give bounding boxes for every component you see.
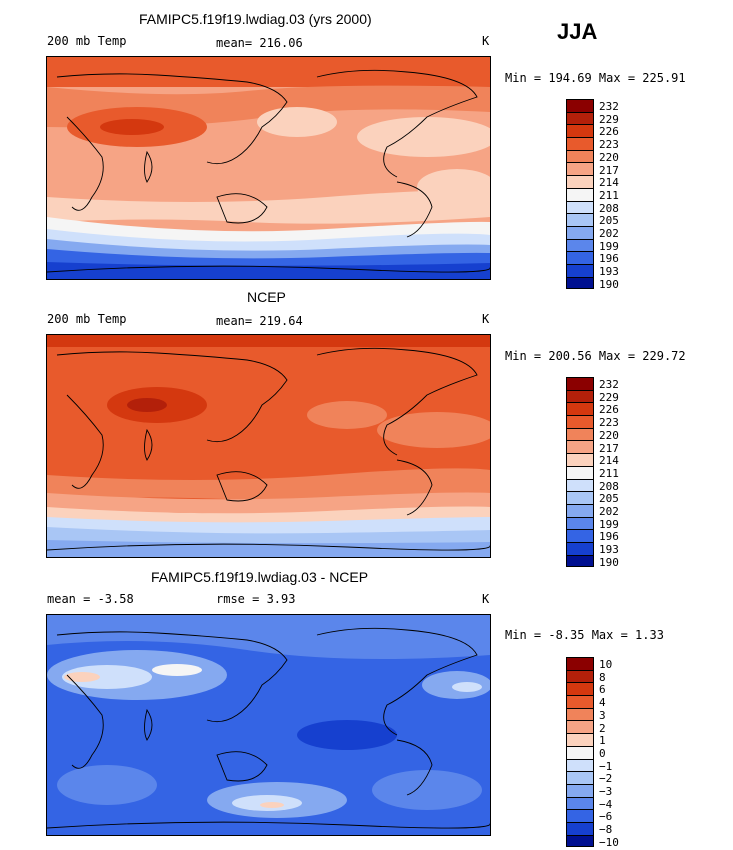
map-model-200mb-temp: [46, 56, 491, 280]
colorbar-label: 202: [599, 227, 619, 241]
panel-title-model: FAMIPC5.f19f19.lwdiag.03 (yrs 2000): [139, 11, 372, 27]
colorbar-label: 193: [599, 543, 619, 557]
colorbar-label: 211: [599, 188, 619, 202]
colorbar-label: 214: [599, 454, 619, 468]
colorbar-label: 232: [599, 100, 619, 113]
colorbar-label: 229: [599, 390, 619, 404]
colorbar-label: 205: [599, 214, 619, 228]
colorbar-label: 223: [599, 138, 619, 152]
map-ncep-200mb-temp: [46, 334, 491, 558]
panel-unit-label: K: [482, 312, 490, 326]
colorbar-label: 202: [599, 505, 619, 519]
colorbar-label: −2: [599, 772, 613, 786]
colorbar-label: 8: [599, 670, 606, 684]
colorbar-label: 0: [599, 746, 606, 760]
colorbar-label: 199: [599, 517, 619, 531]
colorbar-label: 4: [599, 696, 606, 710]
colorbar-labels-diff: 10 8 6 4 3 2 1 0 −1 −2 −3 −4 −6 −8 −10: [599, 658, 619, 850]
colorbar-label: −6: [599, 810, 613, 824]
colorbar-label: 217: [599, 163, 619, 177]
colorbar-label: 199: [599, 239, 619, 253]
colorbar-label: 6: [599, 683, 606, 697]
colorbar-label: 232: [599, 378, 619, 391]
colorbar-labels-model: 232 229 226 223 220 217 214 211 208 205 …: [599, 100, 619, 292]
colorbar-label: 226: [599, 403, 619, 417]
colorbar-label: 229: [599, 112, 619, 126]
colorbar-label: 217: [599, 441, 619, 455]
panel-mean-label: mean= 219.64: [216, 314, 303, 328]
colorbar-label: 226: [599, 125, 619, 139]
season-label: JJA: [557, 19, 598, 44]
colorbar-labels-ncep: 232 229 226 223 220 217 214 211 208 205 …: [599, 378, 619, 570]
panel-rmse-label: rmse = 3.93: [216, 592, 296, 606]
panel-mean-label: mean = -3.58: [47, 592, 134, 606]
colorbar-label: −4: [599, 797, 613, 811]
colorbar-label: 3: [599, 708, 606, 722]
colorbar-label: −10: [599, 835, 619, 849]
colorbar-model: [566, 99, 594, 290]
panel-title-diff: FAMIPC5.f19f19.lwdiag.03 - NCEP: [151, 569, 369, 585]
panel-minmax-label: Min = 194.69 Max = 225.91: [505, 71, 686, 85]
panel-unit-label: K: [482, 34, 490, 48]
colorbar-label: 220: [599, 428, 619, 442]
panel-minmax-label: Min = -8.35 Max = 1.33: [505, 628, 664, 642]
colorbar-label: 10: [599, 658, 613, 671]
colorbar-label: −1: [599, 759, 613, 773]
map-diff: [46, 614, 491, 836]
colorbar-label: 208: [599, 201, 619, 215]
colorbar-diff: [566, 657, 594, 848]
panel-unit-label: K: [482, 592, 490, 606]
colorbar-label: 1: [599, 734, 606, 748]
colorbar-label: 211: [599, 466, 619, 480]
colorbar-label: 2: [599, 721, 606, 735]
colorbar-label: 220: [599, 150, 619, 164]
colorbar-label: −8: [599, 823, 613, 837]
colorbar-label: 196: [599, 252, 619, 266]
colorbar-label: −3: [599, 785, 613, 799]
panel-variable-label: 200 mb Temp: [47, 34, 127, 48]
panel-mean-label: mean= 216.06: [216, 36, 303, 50]
colorbar-label: 196: [599, 530, 619, 544]
colorbar-label: 223: [599, 416, 619, 430]
colorbar-label: 214: [599, 176, 619, 190]
colorbar-label: 193: [599, 265, 619, 279]
colorbar-label: 190: [599, 555, 619, 569]
colorbar-ncep: [566, 377, 594, 568]
colorbar-label: 190: [599, 277, 619, 291]
colorbar-label: 208: [599, 479, 619, 493]
panel-variable-label: 200 mb Temp: [47, 312, 127, 326]
panel-title-ncep: NCEP: [247, 289, 286, 305]
panel-minmax-label: Min = 200.56 Max = 229.72: [505, 349, 686, 363]
colorbar-label: 205: [599, 492, 619, 506]
